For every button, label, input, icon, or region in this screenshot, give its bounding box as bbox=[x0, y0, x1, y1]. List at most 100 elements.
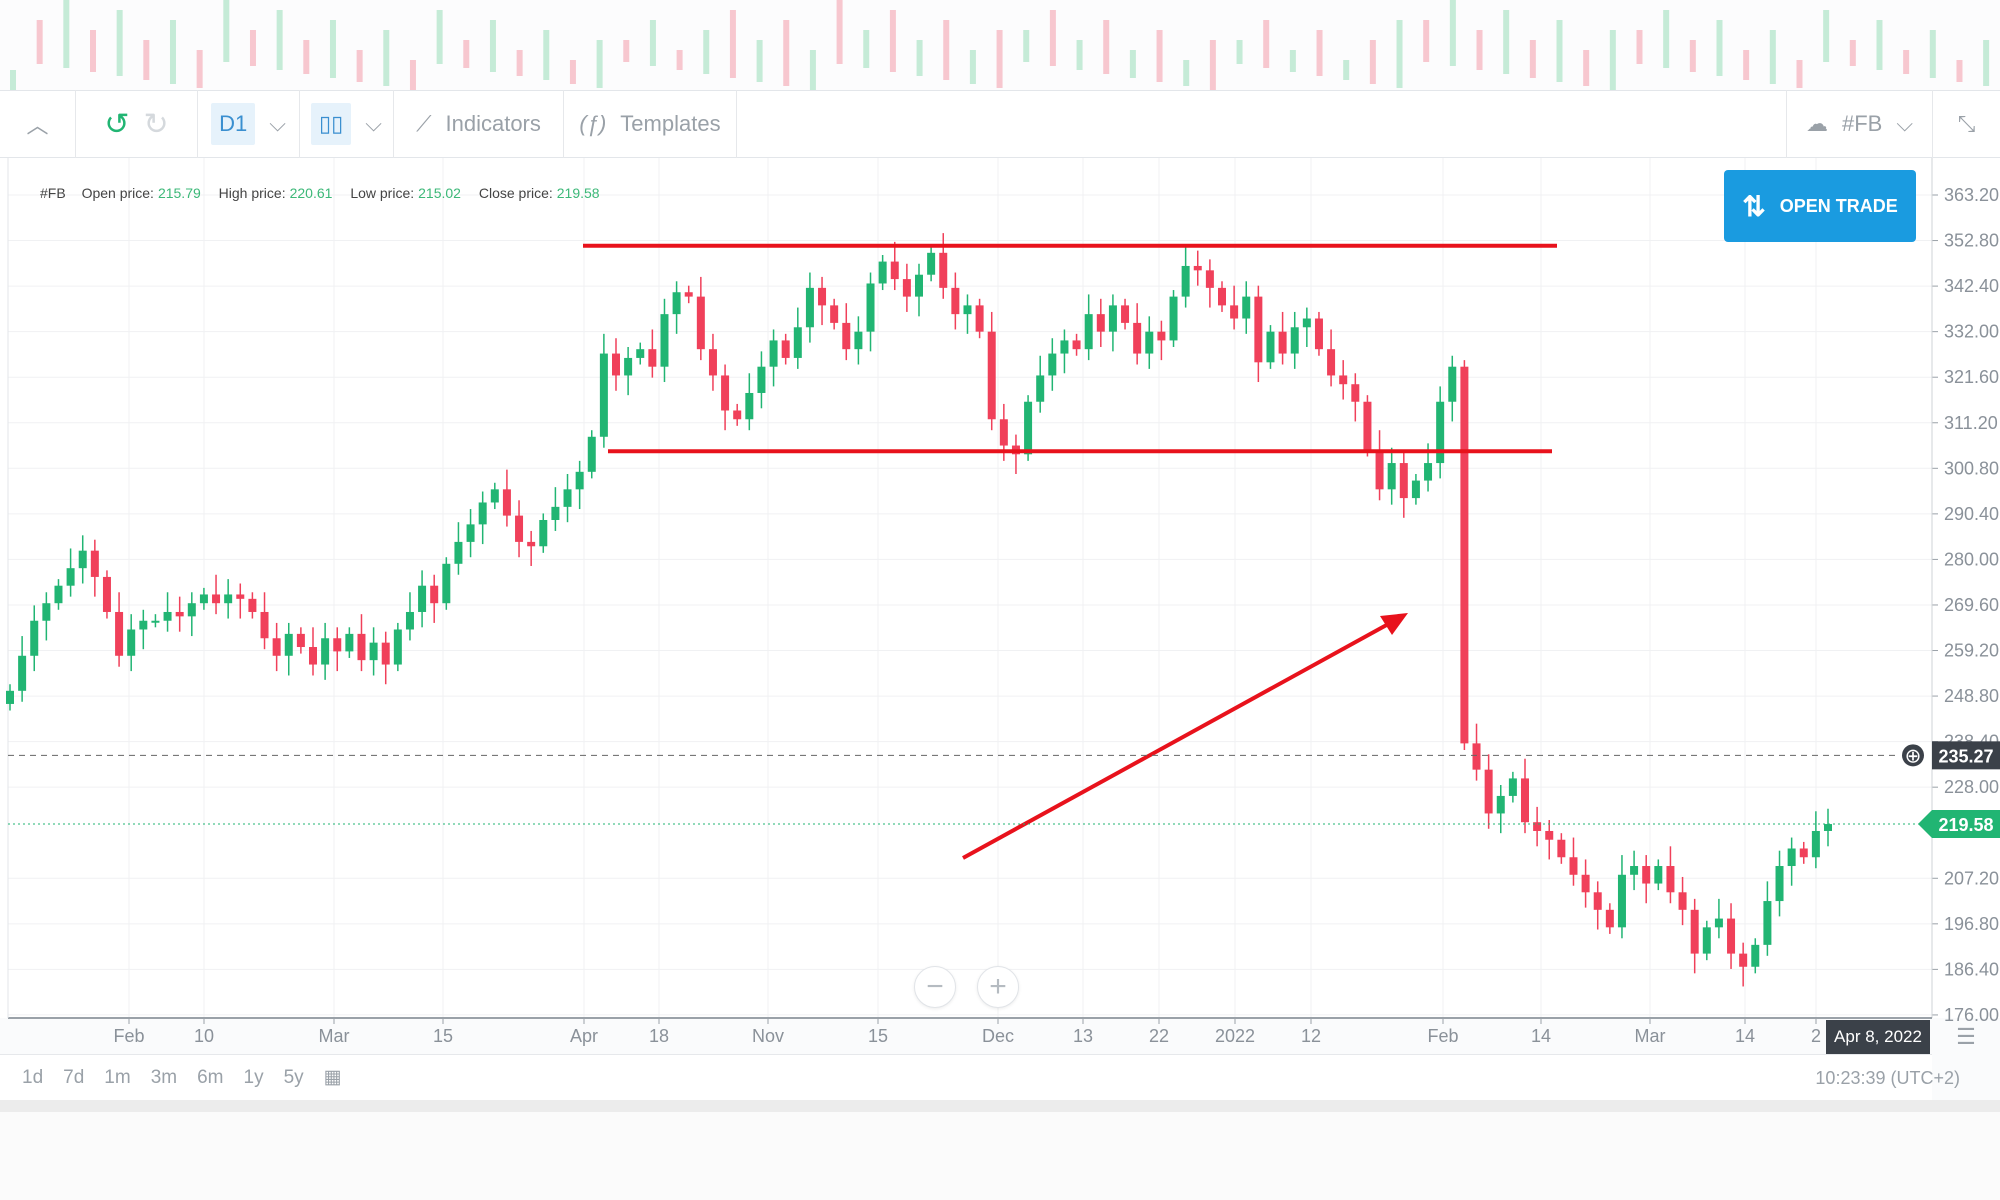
background-candle bbox=[1263, 20, 1270, 68]
candle bbox=[18, 636, 27, 702]
candle-body bbox=[842, 322, 851, 350]
close-label: Close price: bbox=[478, 185, 553, 201]
symbol-select[interactable]: ☁ #FB ⌵ bbox=[1786, 90, 1932, 158]
plot-background bbox=[0, 158, 2000, 1018]
background-candle bbox=[996, 30, 1003, 88]
history-group: ↺ ↻ bbox=[76, 90, 198, 158]
candle-body bbox=[1072, 340, 1081, 350]
candle-body bbox=[975, 305, 984, 332]
range-1y[interactable]: 1y bbox=[243, 1066, 264, 1088]
fullscreen-button[interactable]: ⤡ bbox=[1932, 90, 2000, 158]
candle-body bbox=[54, 585, 63, 604]
candle bbox=[1084, 294, 1093, 361]
range-5y[interactable]: 5y bbox=[283, 1066, 304, 1088]
candle bbox=[1496, 784, 1505, 834]
candle-body bbox=[1448, 366, 1457, 402]
calendar-icon[interactable]: ▦ bbox=[323, 1067, 342, 1088]
zoom-in-button[interactable]: + bbox=[977, 966, 1019, 1008]
price-tick-label: 207.20 bbox=[1944, 868, 1999, 888]
function-icon: (ƒ) bbox=[579, 111, 607, 136]
candle-body bbox=[1654, 866, 1663, 884]
candle-body bbox=[357, 633, 366, 661]
chart-type-select[interactable]: ▯▯ ⌵ bbox=[300, 90, 394, 158]
candle bbox=[1121, 298, 1130, 330]
range-3m[interactable]: 3m bbox=[150, 1066, 178, 1088]
background-candle bbox=[276, 10, 283, 70]
candle-body bbox=[115, 611, 124, 656]
candle bbox=[1521, 758, 1529, 834]
price-tick-label: 352.80 bbox=[1944, 231, 1999, 251]
legend-symbol: #FB bbox=[40, 185, 66, 201]
candle-body bbox=[1666, 866, 1675, 893]
candle-body bbox=[539, 519, 548, 547]
candle bbox=[1314, 311, 1323, 356]
candle-body bbox=[1254, 296, 1263, 363]
candle bbox=[1787, 837, 1796, 886]
candle bbox=[866, 272, 875, 352]
candle-body bbox=[1375, 449, 1384, 490]
background-candle bbox=[1716, 20, 1723, 76]
background-candle bbox=[1209, 40, 1216, 90]
candle-body bbox=[90, 550, 99, 577]
candle-body bbox=[321, 638, 330, 665]
background-candle bbox=[10, 70, 16, 90]
templates-button[interactable]: (ƒ) Templates bbox=[564, 90, 737, 158]
minus-icon: − bbox=[926, 970, 944, 1003]
candle-body bbox=[1496, 795, 1505, 814]
chevron-down-icon: ⌵ bbox=[365, 111, 382, 136]
candle-body bbox=[393, 629, 402, 665]
plus-icon: + bbox=[989, 970, 1007, 1003]
candle-body bbox=[1739, 953, 1748, 967]
candle-body bbox=[175, 611, 184, 617]
candle bbox=[54, 579, 63, 610]
collapse-button[interactable]: ︿ bbox=[0, 90, 76, 158]
background-candle bbox=[436, 10, 443, 64]
range-1m[interactable]: 1m bbox=[104, 1066, 131, 1088]
candle-body bbox=[502, 489, 511, 516]
candle bbox=[357, 614, 366, 672]
zoom-out-button[interactable]: − bbox=[914, 966, 956, 1008]
candle bbox=[757, 351, 766, 409]
candle bbox=[442, 557, 451, 610]
range-selector: 1d 7d 1m 3m 6m 1y 5y ▦ bbox=[0, 1054, 1932, 1100]
candle bbox=[1254, 285, 1263, 383]
price-tick-label: 311.20 bbox=[1944, 413, 1998, 433]
open-trade-button[interactable]: ⇅ OPEN TRADE bbox=[1724, 170, 1916, 242]
candle-body bbox=[236, 594, 245, 599]
candle bbox=[127, 614, 136, 672]
redo-icon[interactable]: ↻ bbox=[143, 107, 169, 141]
candle bbox=[1775, 850, 1784, 917]
indicators-button[interactable]: ⟋ Indicators bbox=[394, 90, 564, 158]
candle bbox=[454, 522, 463, 575]
candle-body bbox=[430, 585, 439, 604]
background-candle bbox=[1076, 40, 1083, 70]
background-candle bbox=[1849, 40, 1856, 66]
background-candle bbox=[356, 50, 363, 82]
candle bbox=[260, 592, 269, 650]
time-tick-label: 13 bbox=[1073, 1026, 1093, 1046]
price-tick-label: 363.20 bbox=[1944, 185, 1999, 205]
candle-body bbox=[1363, 401, 1372, 450]
candle-body bbox=[708, 349, 717, 376]
background-candle bbox=[1423, 20, 1430, 62]
range-1d[interactable]: 1d bbox=[22, 1066, 44, 1088]
background-candle bbox=[303, 40, 310, 74]
symbol-label: #FB bbox=[1841, 111, 1883, 136]
candle-body bbox=[309, 647, 317, 665]
candle-body bbox=[563, 489, 572, 507]
candle-body bbox=[551, 506, 560, 520]
timeframe-select[interactable]: D1 ⌵ bbox=[198, 90, 300, 158]
range-6m[interactable]: 6m bbox=[197, 1066, 224, 1088]
candle-body bbox=[1714, 918, 1723, 928]
candle bbox=[1411, 474, 1420, 505]
background-candle bbox=[63, 0, 70, 68]
candle bbox=[842, 303, 851, 361]
range-7d[interactable]: 7d bbox=[63, 1066, 85, 1088]
candle-body bbox=[1811, 830, 1820, 858]
undo-icon[interactable]: ↺ bbox=[104, 107, 130, 141]
candle bbox=[66, 548, 75, 597]
open-trade-label: OPEN TRADE bbox=[1779, 195, 1898, 216]
candle-body bbox=[1484, 769, 1493, 814]
candle bbox=[915, 263, 923, 317]
